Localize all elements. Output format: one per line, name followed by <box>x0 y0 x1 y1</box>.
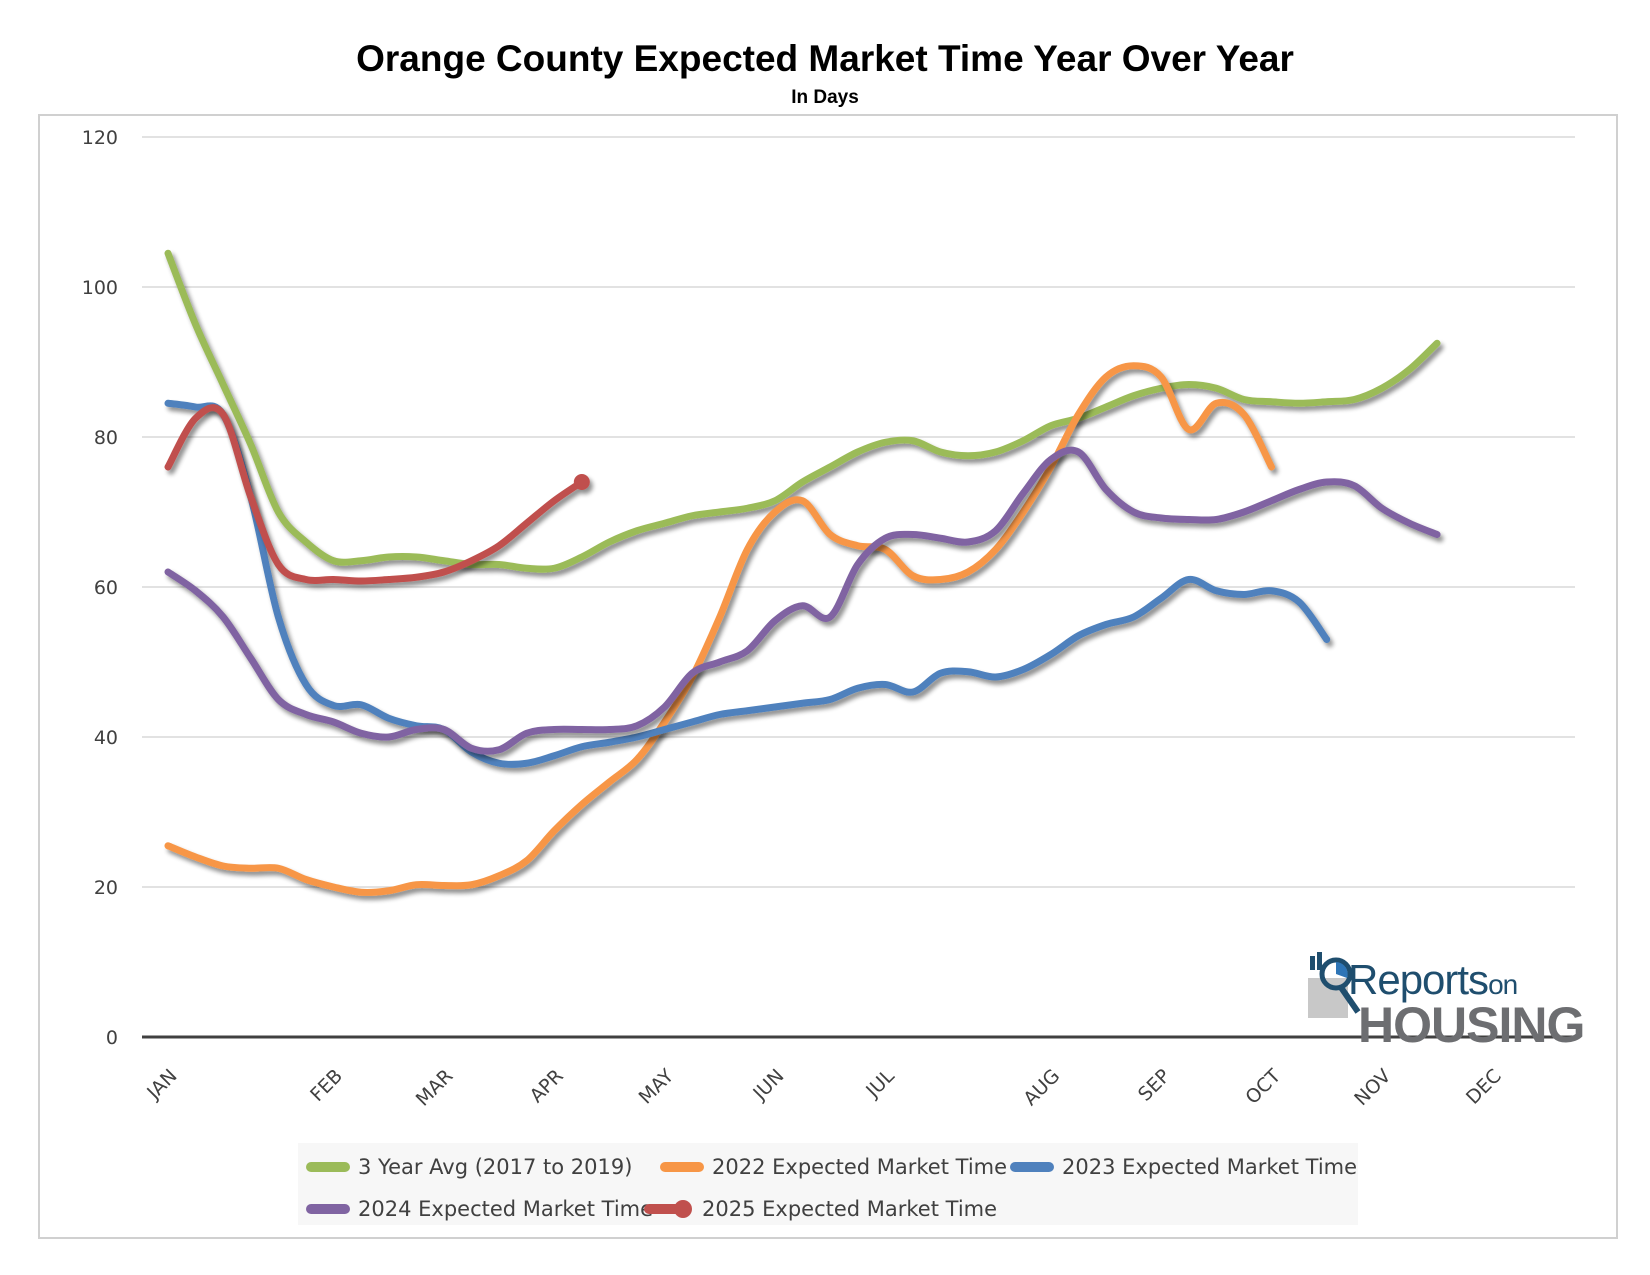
x-tick-label: MAR <box>412 1065 458 1111</box>
logo-text-housing: HOUSING <box>1358 997 1585 1053</box>
legend-swatch <box>306 1204 350 1214</box>
series-3 <box>164 446 1441 755</box>
legend-item-2023[interactable]: 2023 Expected Market Time <box>1010 1155 1357 1179</box>
gridlines <box>142 136 1575 1039</box>
series-line[interactable] <box>164 399 1331 768</box>
series-line[interactable] <box>164 362 1276 896</box>
legend-label: 2023 Expected Market Time <box>1062 1155 1358 1179</box>
legend-label: 2024 Expected Market Time <box>358 1197 654 1221</box>
legend-label: 2025 Expected Market Time <box>702 1197 998 1221</box>
magnifier-logo-icon <box>1308 952 1361 1018</box>
series-4 <box>164 404 590 585</box>
y-tick-label: 80 <box>94 427 118 449</box>
x-axis-ticks: JAN FEB MAR APR MAY JUN JUL AUG SEP OCT NOV DEC <box>142 1065 1505 1111</box>
chart-title: Orange County Expected Market Time Year … <box>356 38 1294 79</box>
x-tick-label: JUL <box>861 1065 899 1103</box>
x-tick-label: MAY <box>635 1065 679 1109</box>
series-line[interactable] <box>164 404 586 585</box>
x-tick-label: DEC <box>1462 1065 1506 1109</box>
chart-frame <box>38 114 1618 1239</box>
x-tick-label: SEP <box>1134 1065 1175 1106</box>
legend-swatch <box>660 1162 704 1172</box>
x-tick-label: JUN <box>748 1065 788 1105</box>
x-tick-label: JAN <box>142 1065 181 1104</box>
logo-text-reports: Reportson <box>1348 956 1518 1003</box>
legend-item-2022[interactable]: 2022 Expected Market Time <box>660 1155 1007 1179</box>
legend-swatch <box>1010 1162 1054 1172</box>
series-0 <box>164 249 1441 573</box>
series-2 <box>164 399 1331 768</box>
x-tick-label: FEB <box>306 1065 347 1106</box>
x-tick-label: OCT <box>1241 1065 1285 1109</box>
y-tick-label: 40 <box>94 727 118 749</box>
legend-item-3yr-avg[interactable]: 3 Year Avg (2017 to 2019) <box>306 1155 632 1179</box>
legend-label: 3 Year Avg (2017 to 2019) <box>358 1155 633 1179</box>
series-1 <box>164 362 1276 896</box>
legend-item-2024[interactable]: 2024 Expected Market Time <box>306 1197 653 1221</box>
reports-on-housing-logo: Reportson HOUSING <box>1306 950 1585 1053</box>
y-tick-label: 20 <box>94 877 118 899</box>
legend-swatch <box>644 1200 692 1218</box>
series-line[interactable] <box>164 446 1441 755</box>
y-tick-label: 60 <box>94 577 118 599</box>
chart-subtitle: In Days <box>791 87 859 108</box>
legend-marker-icon <box>674 1200 692 1218</box>
y-tick-label: 120 <box>82 127 118 149</box>
y-tick-label: 100 <box>82 277 118 299</box>
x-tick-label: APR <box>526 1065 568 1107</box>
y-tick-label: 0 <box>106 1027 118 1049</box>
legend-item-2025[interactable]: 2025 Expected Market Time <box>644 1197 997 1221</box>
x-tick-label: NOV <box>1350 1065 1395 1110</box>
series-line[interactable] <box>164 249 1441 573</box>
y-axis-ticks: 0 20 40 60 80 100 120 <box>82 127 118 1049</box>
x-tick-label: AUG <box>1019 1065 1064 1110</box>
series-end-marker[interactable] <box>573 474 590 490</box>
chart-legend: 3 Year Avg (2017 to 2019) 2022 Expected … <box>298 1143 1358 1225</box>
series-lines <box>164 249 1441 896</box>
legend-label: 2022 Expected Market Time <box>712 1155 1008 1179</box>
legend-swatch <box>306 1162 350 1172</box>
